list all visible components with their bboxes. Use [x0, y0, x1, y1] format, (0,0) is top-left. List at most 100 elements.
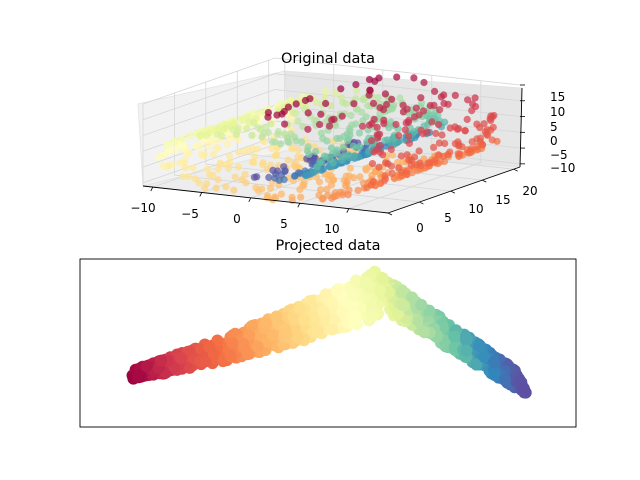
data-point-3d: [304, 125, 312, 133]
data-point-3d: [436, 106, 444, 114]
data-point-3d: [417, 94, 425, 102]
data-point-3d: [332, 121, 340, 130]
data-point-2d: [243, 329, 255, 342]
data-point-3d: [290, 172, 299, 180]
data-point-3d: [352, 81, 360, 89]
data-point-3d: [171, 146, 179, 154]
axes-frame-2d: [79, 258, 577, 428]
data-point-2d: [328, 313, 340, 326]
data-point-3d: [355, 129, 364, 137]
data-point-3d: [431, 87, 439, 95]
data-point-3d: [294, 146, 302, 154]
data-point-3d: [463, 115, 471, 123]
z-tick-label: 5: [550, 120, 558, 134]
data-point-3d: [206, 171, 214, 179]
data-point-3d: [399, 108, 407, 116]
data-point-2d: [376, 272, 389, 285]
data-point-3d: [317, 110, 325, 118]
data-point-3d: [349, 174, 358, 182]
z-tick-label: 10: [550, 105, 565, 119]
data-point-3d: [269, 138, 277, 146]
data-point-2d: [498, 373, 511, 385]
x-tick-label: −10: [130, 201, 155, 215]
data-point-3d: [242, 179, 250, 187]
data-point-2d: [359, 276, 372, 288]
data-point-3d: [271, 152, 279, 160]
data-point-3d: [313, 163, 321, 171]
data-point-3d: [410, 113, 418, 121]
y-tick-label: 15: [495, 193, 510, 207]
y-tick-mark: [450, 190, 456, 194]
data-point-3d: [267, 120, 275, 128]
data-point-3d: [374, 94, 382, 102]
data-point-2d: [309, 311, 321, 324]
data-point-3d: [395, 132, 403, 140]
data-point-3d: [342, 100, 350, 108]
x-tick-label: 0: [233, 212, 241, 226]
data-point-3d: [312, 99, 321, 107]
data-point-2d: [406, 291, 418, 304]
data-point-3d: [364, 147, 373, 155]
x-tick-mark: [297, 203, 301, 208]
data-point-2d: [346, 298, 359, 311]
data-point-3d: [305, 150, 313, 158]
data-point-3d: [250, 119, 258, 127]
data-point-3d: [392, 120, 400, 128]
data-point-3d: [358, 122, 367, 130]
x-tick-mark: [199, 192, 203, 197]
data-point-3d: [451, 91, 459, 99]
data-point-2d: [473, 340, 486, 352]
data-point-3d: [437, 93, 445, 101]
data-point-3d: [402, 119, 410, 127]
data-point-3d: [204, 142, 212, 150]
data-point-2d: [279, 328, 292, 340]
data-point-3d: [298, 138, 306, 146]
data-point-2d: [226, 337, 239, 350]
data-point-3d: [181, 164, 190, 172]
data-point-3d: [420, 78, 428, 87]
data-point-2d: [266, 329, 279, 342]
data-point-3d: [323, 185, 331, 193]
data-point-2d: [470, 358, 483, 371]
data-point-3d: [423, 159, 431, 168]
data-point-3d: [288, 145, 296, 153]
data-point-3d: [468, 138, 476, 146]
data-point-3d: [379, 151, 387, 159]
data-point-2d: [311, 324, 324, 337]
data-point-3d: [214, 176, 222, 184]
data-point-3d: [365, 121, 373, 129]
data-point-3d: [430, 143, 438, 151]
data-point-3d: [388, 169, 396, 177]
data-point-3d: [487, 116, 495, 125]
data-point-3d: [155, 153, 163, 161]
data-point-3d: [224, 164, 233, 172]
data-point-3d: [438, 131, 446, 139]
data-point-3d: [186, 132, 194, 140]
data-point-2d: [155, 354, 168, 367]
data-point-3d: [349, 142, 357, 150]
data-point-3d: [322, 99, 330, 108]
grid-line: [142, 57, 521, 105]
data-point-3d: [353, 87, 361, 95]
data-point-2d: [373, 284, 386, 297]
data-point-3d: [339, 191, 347, 199]
data-point-3d: [454, 150, 462, 158]
data-point-3d: [176, 159, 184, 167]
data-point-3d: [192, 142, 200, 150]
data-point-2d: [211, 334, 224, 347]
data-point-3d: [332, 89, 340, 97]
data-point-3d: [234, 163, 242, 171]
data-point-3d: [274, 130, 282, 138]
data-point-3d: [344, 137, 352, 145]
data-point-2d: [203, 340, 216, 353]
data-point-3d: [294, 153, 302, 161]
data-point-3d: [319, 195, 327, 203]
data-point-3d: [473, 143, 481, 151]
data-point-3d: [339, 143, 347, 151]
data-point-3d: [373, 123, 381, 131]
chart-title-original: Original data: [281, 51, 375, 67]
z-tick-label: −5: [550, 148, 568, 162]
data-point-3d: [464, 96, 472, 104]
data-point-3d: [379, 106, 388, 114]
y-tick-label: 10: [468, 202, 483, 216]
